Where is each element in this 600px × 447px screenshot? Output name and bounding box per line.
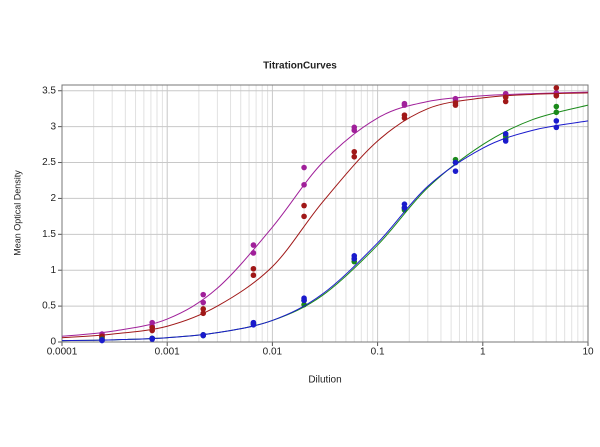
data-point — [502, 98, 509, 105]
data-point — [200, 299, 207, 306]
data-point — [149, 327, 155, 334]
data-point — [99, 337, 105, 344]
data-point — [200, 332, 207, 339]
y-tick-label: 3 — [50, 121, 56, 132]
data-point — [200, 310, 207, 317]
data-point — [553, 92, 560, 99]
data-point — [250, 321, 257, 328]
y-tick-label: 0.5 — [42, 301, 56, 312]
y-tick-label: 3.5 — [42, 85, 56, 96]
fit-curve — [61, 92, 589, 339]
data-point — [553, 103, 560, 110]
data-point — [502, 138, 509, 144]
data-point — [401, 204, 408, 211]
x-tick-label: 0.01 — [263, 347, 283, 358]
plot-frame — [61, 84, 589, 343]
y-tick-label: 0 — [50, 337, 56, 348]
data-point — [553, 118, 560, 124]
data-point — [351, 255, 358, 262]
data-point — [553, 124, 560, 131]
chart-title: TitrationCurves — [263, 61, 337, 72]
data-point — [149, 336, 155, 342]
data-point — [553, 85, 560, 91]
data-point — [200, 306, 207, 312]
data-point — [351, 153, 358, 160]
data-point — [301, 301, 307, 308]
x-tick-label: 0.001 — [155, 347, 180, 358]
data-point — [301, 181, 307, 188]
y-tick-label: 1 — [50, 265, 56, 276]
x-tick-label: 0.1 — [371, 347, 385, 358]
y-tick-label: 2.5 — [42, 157, 56, 168]
y-tick-label: 1.5 — [42, 229, 56, 240]
x-tick-label: 0.0001 — [47, 347, 78, 358]
data-point — [351, 127, 358, 134]
data-point — [200, 291, 207, 298]
x-tick-label: 10 — [582, 347, 594, 358]
data-point — [502, 94, 509, 101]
data-point — [301, 164, 307, 171]
y-tick-label: 2 — [50, 193, 56, 204]
data-point — [401, 115, 408, 121]
data-point — [301, 213, 307, 220]
y-axis-label: Mean Optical Density — [12, 170, 22, 256]
x-tick-label: 1 — [480, 347, 486, 358]
data-point — [452, 159, 459, 166]
data-point — [401, 102, 408, 108]
x-axis-label: Dilution — [308, 375, 341, 386]
data-point — [250, 242, 257, 248]
data-point — [250, 250, 257, 256]
data-point — [301, 297, 307, 304]
data-point — [452, 102, 459, 108]
data-point — [301, 202, 307, 209]
data-point — [250, 265, 257, 272]
data-point — [351, 148, 358, 155]
data-point — [250, 272, 257, 279]
data-point — [452, 168, 459, 174]
data-point — [502, 131, 509, 137]
fit-curve — [61, 91, 589, 337]
data-point — [553, 109, 560, 116]
